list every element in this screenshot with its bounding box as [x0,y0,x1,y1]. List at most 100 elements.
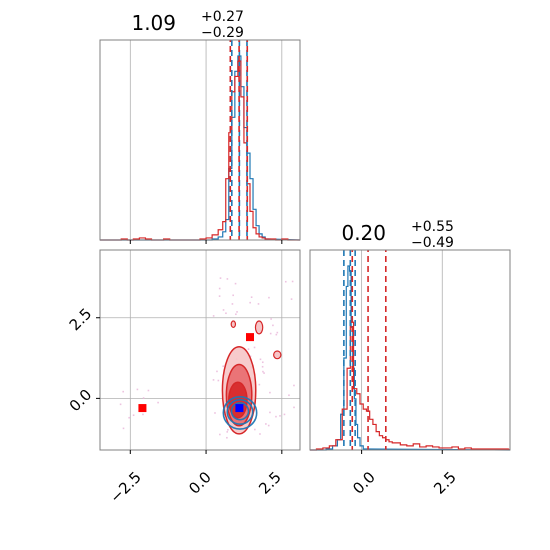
scatter-point [249,301,251,304]
histogram-red-series [310,321,511,451]
scatter-point [257,303,260,305]
scatter-point [249,355,252,358]
scatter-point [279,415,281,417]
scatter-point [250,296,253,299]
scatter-point [247,348,250,350]
scatter-point [261,365,264,368]
scatter-point [288,394,290,397]
scatter-point [284,280,287,283]
scatter-point [259,358,262,361]
x-tick-label: 0.0 [349,468,379,498]
scatter-point [234,282,237,285]
scatter-point [293,406,295,409]
scatter-point [226,278,229,280]
histogram-panel-p2 [309,249,511,454]
scatter-point [216,370,218,373]
scatter-point [269,332,272,335]
x-tick-label: 2.5 [255,468,285,498]
scatter-point [226,436,228,439]
x-tick-labels-p1: −2.5 0.0 2.5 [106,468,284,506]
red-contour-satellite [254,320,264,335]
scatter-point [128,416,130,419]
scatter-point [226,431,229,433]
title-p2-value: 0.20 [341,221,386,245]
histogram-blue-series [310,265,511,451]
scatter-point [272,324,274,327]
scatter-point [269,391,271,394]
title-p2-upper: +0.55 [411,219,454,235]
title-p1-upper: +0.27 [201,9,244,25]
title-p2-lower: −0.49 [411,235,454,251]
scatter-point [293,384,295,387]
panel-frame [309,249,511,451]
scatter-point [212,379,215,381]
scatter-point [147,389,150,392]
scatter-point [253,346,256,349]
scatter-point [217,379,220,382]
blue-marker [235,404,244,413]
y-tick-labels-p2: 0.0 2.5 [66,305,96,416]
scatter-point [214,412,216,414]
scatter-point [250,422,252,425]
title-p1-lower: −0.29 [201,25,244,41]
red-marker [246,333,254,342]
blue-contour-outer [222,395,258,430]
scatter-point [122,390,124,393]
red-contour-satellite [230,320,237,329]
scatter-point [269,411,271,414]
title-p1-value: 1.09 [131,11,176,35]
histogram-panel-p1 [99,39,301,244]
scatter-point [268,296,270,299]
scatter-point [231,303,234,305]
scatter-point [232,294,234,297]
scatter-point [254,428,256,431]
scatter-point [218,287,221,290]
histogram-red-series [100,60,300,241]
title-p2: 0.20 +0.55 −0.49 [341,219,453,251]
scatter-point [222,365,224,368]
scatter-point [157,401,159,404]
scatter-point [283,413,286,416]
scatter-point [291,280,294,283]
y-tick-label: 2.5 [66,305,96,335]
scatter-point [236,311,238,313]
scatter-point [227,429,229,431]
blue-contour-inner [230,402,250,421]
scatter-point [267,424,270,427]
red-marker [138,404,147,413]
scatter-point [142,397,145,399]
scatter-point [263,372,265,374]
scatter-point [119,403,122,406]
x-tick-label: 0.0 [185,468,215,498]
title-p1: 1.09 +0.27 −0.29 [131,9,243,41]
scatter-point [222,309,225,311]
scatter-point [290,298,293,300]
scatter-point [142,413,144,416]
scatter-point [219,277,222,279]
scatter-point [218,295,221,297]
scatter-point [219,433,221,436]
x-tick-label: 2.5 [430,468,460,498]
scatter-point [235,313,237,316]
scatter-point [132,414,135,417]
panel-frame [99,249,301,451]
scatter-point [275,333,278,336]
x-tick-label: −2.5 [106,468,144,506]
scatter-point [276,331,279,334]
joint-contour-panel [96,249,301,454]
scatter-point [259,433,261,435]
scatter-point [212,315,215,317]
scatter-point [258,383,261,386]
x-tick-labels-p2: 0.0 2.5 [349,468,460,498]
scatter-point [270,318,272,320]
red-contour-satellite [273,350,282,360]
scatter-point [261,361,264,364]
y-tick-label: 0.0 [66,386,96,416]
scatter-point [225,312,227,315]
scatter-point [275,415,277,418]
scatter-point [136,388,139,391]
scatter-point [262,370,264,373]
scatter-point [122,427,125,430]
panel-frame [99,39,301,241]
